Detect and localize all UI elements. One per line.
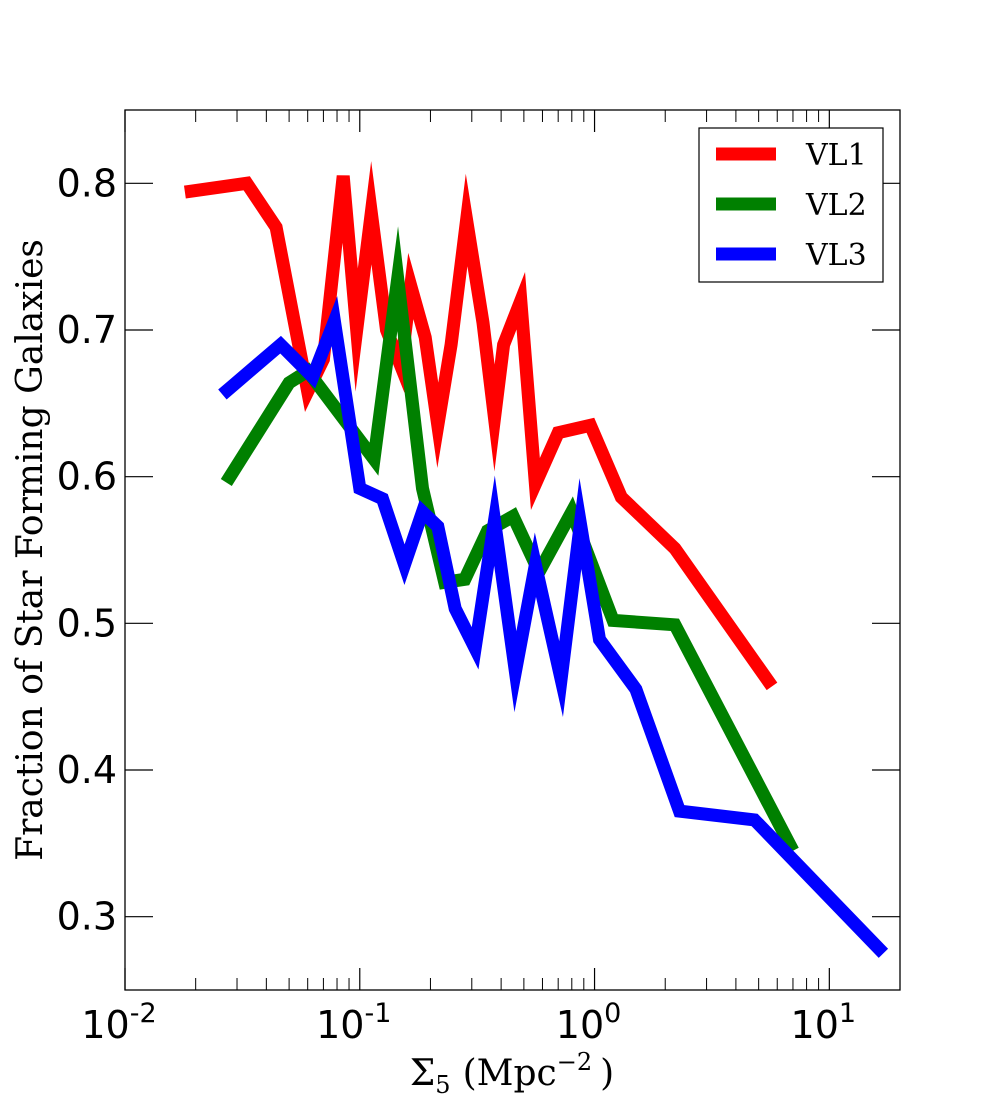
x-axis-label-unit: (Mpc	[463, 1053, 557, 1094]
x-tick-label: 101	[791, 998, 857, 1047]
y-tick-label: 0.4	[57, 748, 117, 792]
legend: VL1 VL2 VL3	[698, 127, 884, 283]
y-tick-label: 0.7	[57, 308, 117, 352]
y-tick-label: 0.8	[57, 161, 117, 205]
x-axis-label-superscript: −2	[557, 1048, 592, 1076]
y-axis-label: Fraction of Star Forming Galaxies	[10, 239, 51, 861]
y-tick-label: 0.5	[57, 601, 117, 645]
y-tick-label: 0.6	[57, 455, 117, 499]
series-line-vl3	[218, 296, 889, 958]
legend-label-vl1: VL1	[805, 138, 867, 173]
x-tick-label: 100	[556, 998, 622, 1047]
x-tick-label: 10-2	[81, 998, 156, 1047]
series-layer	[183, 161, 889, 958]
y-tick-label: 0.3	[57, 895, 117, 939]
tick-layer: 10-2 10-1 100 101 0.3 0.4 0.5 0.6 0.7 0.8	[57, 110, 901, 1047]
plot-frame	[124, 109, 901, 991]
x-axis-label-symbol: Σ	[410, 1053, 435, 1094]
legend-label-vl2: VL2	[805, 188, 867, 223]
x-tick-label: 10-1	[316, 998, 391, 1047]
series-line-vl2	[220, 226, 799, 854]
legend-label-vl3: VL3	[805, 238, 867, 273]
x-axis-label-close: )	[600, 1053, 614, 1094]
x-axis-label-subscript: 5	[435, 1071, 450, 1099]
x-axis-label: Σ5 (Mpc−2)	[410, 1048, 614, 1099]
